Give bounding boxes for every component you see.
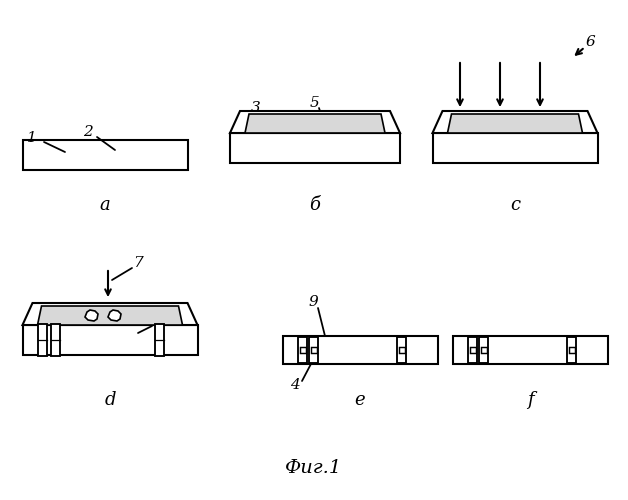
Text: d: d (104, 391, 116, 409)
Bar (298, 337, 307, 363)
Text: Фиг.1: Фиг.1 (285, 459, 343, 477)
Polygon shape (230, 111, 400, 133)
Bar (567, 337, 576, 363)
Text: а: а (100, 196, 111, 214)
Polygon shape (38, 306, 183, 325)
Bar (480, 347, 487, 353)
Bar (283, 336, 438, 364)
Polygon shape (23, 303, 197, 325)
Bar (453, 336, 607, 364)
Text: 4: 4 (290, 378, 300, 392)
Polygon shape (448, 114, 583, 133)
Bar (468, 337, 477, 363)
Text: 6: 6 (585, 35, 595, 49)
Bar (479, 337, 488, 363)
Text: 9: 9 (308, 295, 318, 309)
Bar (310, 347, 317, 353)
Bar (399, 347, 404, 353)
Bar (568, 347, 575, 353)
Polygon shape (433, 111, 597, 133)
Text: с: с (510, 196, 520, 214)
Text: 3: 3 (251, 101, 261, 115)
Bar (38, 324, 47, 356)
Bar (300, 347, 305, 353)
Bar (23, 325, 197, 355)
Text: f: f (527, 391, 533, 409)
Polygon shape (85, 310, 98, 321)
Text: 2: 2 (83, 125, 93, 139)
Bar (397, 337, 406, 363)
Bar (230, 133, 400, 163)
Polygon shape (108, 310, 121, 321)
Bar (23, 140, 188, 170)
Text: 1: 1 (27, 131, 37, 145)
Polygon shape (245, 114, 385, 133)
Bar (51, 324, 60, 356)
Text: 7: 7 (133, 256, 143, 270)
Text: 5: 5 (310, 96, 320, 110)
Text: б: б (310, 196, 320, 214)
Bar (309, 337, 318, 363)
Bar (470, 347, 475, 353)
Bar (433, 133, 597, 163)
Text: 8: 8 (153, 315, 163, 329)
Text: е: е (355, 391, 365, 409)
Bar (155, 324, 164, 356)
